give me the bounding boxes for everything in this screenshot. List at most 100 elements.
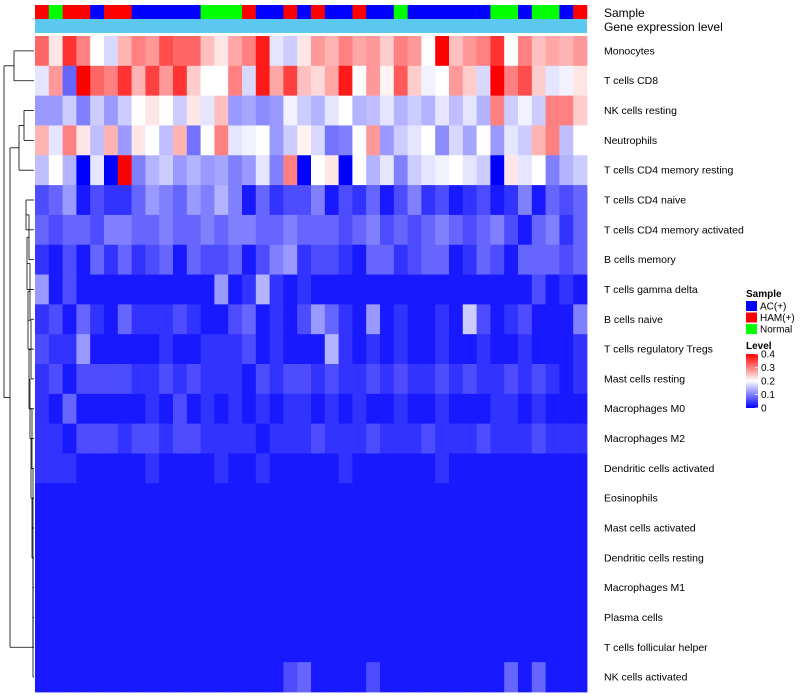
heatmap-cell <box>214 662 229 693</box>
heatmap-cell <box>352 423 367 454</box>
heatmap-cell <box>104 393 119 425</box>
heatmap-cell <box>145 125 160 156</box>
heatmap-cell <box>255 393 270 425</box>
heatmap-cell <box>573 304 588 335</box>
heatmap-cell <box>449 542 464 574</box>
heatmap-cell <box>435 632 450 663</box>
heatmap-cell <box>131 125 146 156</box>
heatmap-cell <box>117 274 132 305</box>
heatmap-cell <box>283 453 298 484</box>
heatmap-cell <box>145 214 160 246</box>
heatmap-cell <box>324 214 339 246</box>
heatmap-cell <box>76 185 91 216</box>
heatmap-cell <box>504 155 519 186</box>
heatmap-cell <box>380 244 395 275</box>
heatmap-cell <box>186 125 201 156</box>
heatmap-cell <box>104 513 119 544</box>
heatmap-cell <box>352 602 367 633</box>
heatmap-cell <box>104 662 119 693</box>
heatmap-cell <box>352 334 367 365</box>
heatmap-cell <box>131 542 146 574</box>
heatmap-cell <box>173 572 188 603</box>
heatmap-cell <box>421 364 436 395</box>
heatmap-cell <box>324 483 339 514</box>
heatmap-cell <box>255 274 270 305</box>
heatmap-cell <box>200 214 215 246</box>
heatmap-cell <box>214 453 229 484</box>
heatmap-cell <box>48 513 63 544</box>
heatmap-cell <box>338 662 353 693</box>
heatmap-cell <box>366 244 381 275</box>
heatmap-cell <box>393 572 408 603</box>
heatmap-cell <box>186 65 201 97</box>
heatmap-cell <box>104 542 119 574</box>
heatmap-cell <box>255 125 270 156</box>
heatmap-cell <box>449 36 464 67</box>
heatmap-cell <box>518 513 533 544</box>
heatmap-cell <box>504 572 519 603</box>
heatmap-cell <box>117 125 132 156</box>
heatmap-cell <box>476 274 491 305</box>
heatmap-cell <box>490 214 505 246</box>
heatmap-cell <box>545 155 560 186</box>
heatmap-cell <box>242 572 257 603</box>
heatmap-cell <box>186 155 201 186</box>
heatmap-cell <box>297 334 312 365</box>
heatmap-cell <box>228 334 243 365</box>
heatmap-cell <box>214 483 229 514</box>
heatmap-cell <box>283 602 298 633</box>
sample-annotation-cell <box>76 5 91 19</box>
heatmap-cell <box>545 65 560 97</box>
sample-annotation-cell <box>324 5 339 19</box>
heatmap-cell <box>407 364 422 395</box>
heatmap-cell <box>283 125 298 156</box>
heatmap-cell <box>117 393 132 425</box>
heatmap-cell <box>476 393 491 425</box>
level-tick-label: 0.4 <box>761 350 775 361</box>
heatmap-cell <box>531 393 546 425</box>
heatmap-cell <box>214 542 229 574</box>
heatmap-cell <box>490 393 505 425</box>
heatmap-cell <box>324 632 339 663</box>
heatmap-cell <box>338 423 353 454</box>
heatmap-cell <box>283 95 298 126</box>
heatmap-cell <box>242 602 257 633</box>
heatmap-cell <box>186 95 201 126</box>
heatmap-cell <box>159 65 174 97</box>
row-label: T cells CD4 memory activated <box>604 224 744 236</box>
heatmap-cell <box>407 542 422 574</box>
heatmap-cell <box>393 453 408 484</box>
heatmap-cell <box>380 602 395 633</box>
heatmap-cell <box>476 453 491 484</box>
heatmap-cell <box>311 36 326 67</box>
heatmap-cell <box>76 125 91 156</box>
heatmap-cell <box>255 244 270 275</box>
heatmap-cell <box>200 244 215 275</box>
row-label: T cells regulatory Tregs <box>604 344 713 356</box>
row-label: T cells CD8 <box>604 75 658 87</box>
heatmap-cell <box>186 453 201 484</box>
heatmap-cell <box>269 36 284 67</box>
heatmap-cell <box>435 542 450 574</box>
heatmap-cell <box>145 453 160 484</box>
heatmap-cell <box>366 632 381 663</box>
heatmap-cell <box>490 513 505 544</box>
sample-annotation-cell <box>490 5 505 19</box>
heatmap-cell <box>393 513 408 544</box>
heatmap-cell <box>35 244 50 275</box>
sample-annotation-cell <box>131 5 146 19</box>
heatmap-cell <box>76 632 91 663</box>
sample-annotation-cell <box>269 5 284 19</box>
heatmap-cell <box>255 662 270 693</box>
heatmap-cell <box>283 244 298 275</box>
heatmap-cell <box>269 513 284 544</box>
heatmap-cell <box>462 662 477 693</box>
heatmap-cell <box>559 274 574 305</box>
sample-annotation-cell <box>90 5 105 19</box>
heatmap-cell <box>380 65 395 97</box>
heatmap-cell <box>545 95 560 126</box>
heatmap-cell <box>214 602 229 633</box>
heatmap-cell <box>518 304 533 335</box>
heatmap-cell <box>255 483 270 514</box>
heatmap-cell <box>545 364 560 395</box>
